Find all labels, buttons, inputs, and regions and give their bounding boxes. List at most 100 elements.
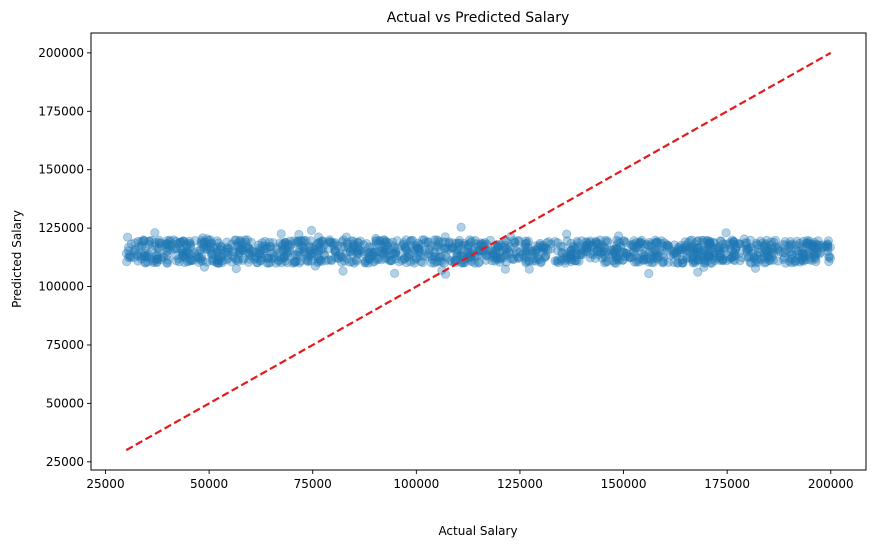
scatter-point	[612, 244, 623, 254]
scatter-point	[186, 240, 196, 250]
scatter-point	[560, 258, 570, 268]
scatter-point	[482, 250, 492, 260]
scatter-point	[205, 239, 215, 249]
scatter-point	[184, 256, 194, 266]
scatter-point	[305, 250, 315, 260]
scatter-point	[787, 253, 797, 263]
scatter-point	[707, 258, 717, 268]
scatter-point	[282, 243, 293, 253]
scatter-point	[729, 240, 740, 250]
scatter-point	[658, 258, 668, 268]
scatter-point	[313, 257, 323, 268]
scatter-point	[530, 248, 540, 258]
scatter-point	[531, 245, 542, 255]
scatter-point	[397, 241, 407, 251]
scatter-point	[509, 254, 519, 264]
scatter-point	[264, 237, 274, 247]
scatter-point	[518, 249, 528, 260]
scatter-point	[392, 244, 402, 254]
scatter-point	[671, 249, 682, 259]
scatter-point	[370, 247, 380, 257]
scatter-point	[680, 237, 690, 247]
scatter-point	[430, 242, 441, 252]
scatter-point	[331, 247, 341, 257]
scatter-point	[697, 235, 707, 246]
scatter-point	[242, 242, 252, 253]
scatter-point	[374, 247, 384, 257]
scatter-point	[514, 235, 524, 245]
scatter-point	[169, 235, 179, 245]
scatter-point	[649, 254, 659, 264]
scatter-point	[266, 249, 277, 259]
scatter-point	[137, 240, 147, 250]
scatter-point	[389, 241, 399, 251]
scatter-point	[380, 241, 390, 251]
scatter-point	[354, 245, 365, 256]
scatter-point	[824, 251, 834, 261]
scatter-point	[436, 252, 446, 262]
scatter-point	[639, 254, 649, 264]
scatter-point	[553, 238, 563, 248]
scatter-point	[572, 249, 582, 259]
scatter-point	[499, 242, 510, 252]
scatter-point	[515, 247, 525, 257]
scatter-point	[810, 254, 821, 264]
scatter-point	[622, 249, 632, 259]
scatter-point	[687, 254, 697, 264]
scatter-point	[306, 249, 317, 259]
scatter-point	[799, 251, 809, 262]
scatter-point	[313, 238, 323, 248]
scatter-point	[765, 253, 775, 263]
scatter-point	[299, 237, 309, 247]
scatter-point	[671, 248, 682, 258]
scatter-point	[178, 248, 188, 258]
scatter-point	[489, 250, 500, 260]
scatter-point	[509, 242, 519, 252]
scatter-point	[705, 239, 715, 249]
scatter-point	[202, 257, 212, 267]
scatter-point	[618, 248, 629, 258]
scatter-point	[658, 249, 668, 259]
scatter-point	[319, 240, 329, 250]
scatter-point	[355, 245, 366, 255]
scatter-point	[795, 241, 805, 251]
scatter-point	[239, 254, 249, 264]
scatter-point	[390, 248, 401, 258]
scatter-point	[327, 238, 337, 248]
scatter-point	[693, 243, 703, 253]
scatter-point	[715, 236, 726, 246]
scatter-point	[695, 246, 705, 256]
scatter-point	[633, 240, 644, 250]
scatter-point	[413, 243, 424, 253]
scatter-point	[143, 251, 153, 261]
scatter-point	[500, 264, 510, 274]
scatter-point	[212, 258, 222, 268]
scatter-point	[583, 239, 594, 249]
scatter-point	[750, 263, 761, 273]
scatter-point	[305, 236, 316, 246]
scatter-point	[237, 244, 248, 254]
scatter-point	[393, 251, 403, 261]
scatter-point	[689, 249, 699, 259]
y-tick-label: 200000	[38, 46, 84, 60]
scatter-point	[612, 240, 622, 250]
scatter-point	[703, 246, 713, 256]
scatter-point	[262, 258, 272, 268]
scatter-point	[491, 246, 501, 256]
scatter-point	[314, 246, 324, 256]
scatter-point	[408, 235, 418, 246]
scatter-point	[576, 249, 586, 260]
scatter-point	[628, 241, 638, 251]
scatter-point	[426, 258, 437, 268]
scatter-point	[134, 242, 144, 252]
scatter-point	[347, 257, 357, 267]
scatter-point	[710, 255, 720, 266]
scatter-point	[575, 250, 585, 260]
scatter-point	[207, 238, 217, 248]
scatter-point	[185, 242, 195, 252]
y-axis-label: Predicted Salary	[10, 210, 24, 308]
scatter-point	[513, 252, 523, 262]
scatter-point	[596, 248, 607, 258]
scatter-point	[208, 254, 218, 264]
scatter-point	[385, 245, 395, 255]
